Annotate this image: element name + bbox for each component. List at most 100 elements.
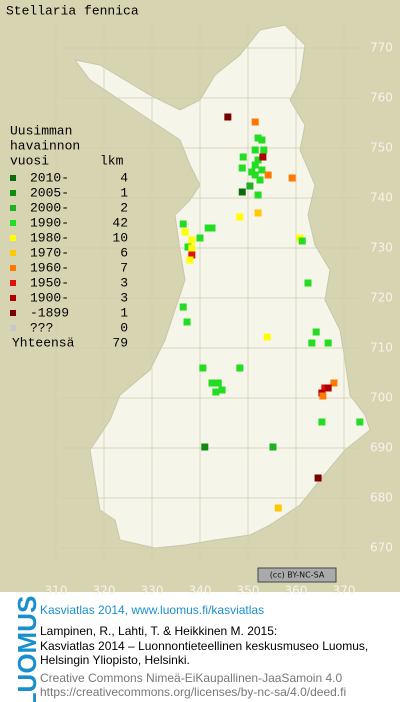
occurrence-square	[318, 418, 326, 426]
y-tick-label: 740	[370, 191, 393, 205]
y-tick-label: 690	[370, 441, 393, 455]
y-tick-label: 710	[370, 341, 393, 355]
x-tick-label: 370	[333, 584, 356, 598]
legend-swatch	[10, 310, 16, 316]
legend-total: 79	[112, 335, 128, 350]
legend-swatch	[10, 280, 16, 286]
occurrence-square	[254, 156, 262, 164]
citation: Lampinen, R., Lahti, T. & Heikkinen M. 2…	[40, 624, 277, 638]
occurrence-square	[258, 166, 266, 174]
occurrence-square	[248, 168, 256, 176]
occurrence-square	[188, 251, 196, 259]
occurrence-square	[236, 364, 244, 372]
occurrence-square	[259, 153, 267, 161]
occurrence-square	[238, 188, 246, 196]
occurrence-square	[330, 379, 338, 387]
y-tick-label: 700	[370, 391, 393, 405]
legend-count: 3	[120, 290, 128, 305]
legend-column: vuosi	[10, 153, 49, 168]
footer-link: Kasviatlas 2014, www.luomus.fi/kasviatla…	[40, 603, 264, 617]
legend-swatch	[10, 250, 16, 256]
occurrence-square	[324, 384, 332, 392]
occurrence-square	[208, 224, 216, 232]
occurrence-square	[260, 146, 268, 154]
legend-total-label: Yhteensä	[12, 335, 75, 350]
license: Creative Commons Nimeä-EiKaupallinen-Jaa…	[40, 671, 342, 685]
legend-swatch	[10, 325, 16, 331]
legend-count: 0	[120, 320, 128, 335]
legend-count: 10	[112, 230, 128, 245]
legend-count: 2	[120, 200, 128, 215]
occurrence-square	[204, 224, 212, 232]
x-tick-label: 330	[141, 584, 164, 598]
legend-swatch	[10, 265, 16, 271]
occurrence-square	[319, 392, 327, 400]
legend-count: 6	[120, 245, 128, 260]
cc-badge-text: (cc) BY-NC-SA	[270, 571, 325, 580]
occurrence-square	[356, 418, 364, 426]
legend-label: ???	[30, 320, 53, 335]
occurrence-square	[308, 339, 316, 347]
legend-count: 42	[112, 215, 128, 230]
y-tick-label: 720	[370, 291, 393, 305]
occurrence-square	[264, 171, 272, 179]
legend-swatch	[10, 190, 16, 196]
y-tick-label: 770	[370, 41, 393, 55]
occurrence-square	[238, 164, 246, 172]
occurrence-square	[269, 443, 277, 451]
license: https://creativecommons.org/licenses/by-…	[40, 685, 346, 699]
occurrence-square	[324, 339, 332, 347]
legend-count: 7	[120, 260, 128, 275]
y-tick-label: 670	[370, 541, 393, 555]
occurrence-square	[183, 318, 191, 326]
occurrence-square	[288, 174, 296, 182]
citation: Kasviatlas 2014 – Luonnontieteellinen ke…	[40, 639, 368, 653]
occurrence-square	[256, 176, 264, 184]
legend-count: 3	[120, 275, 128, 290]
occurrence-square	[214, 379, 222, 387]
legend-heading: havainnon	[10, 138, 80, 153]
occurrence-square	[184, 243, 192, 251]
occurrence-square	[254, 191, 262, 199]
legend-label: 1970-	[30, 245, 69, 260]
legend-count: 1	[120, 305, 128, 320]
occurrence-square	[246, 182, 254, 190]
legend-label: 2005-	[30, 185, 69, 200]
y-tick-label: 680	[370, 491, 393, 505]
legend-swatch	[10, 175, 16, 181]
occurrence-square	[196, 234, 204, 242]
occurrence-square	[188, 244, 196, 252]
occurrence-square	[254, 209, 262, 217]
occurrence-square	[251, 146, 259, 154]
x-tick-label: 320	[93, 584, 116, 598]
occurrence-square	[212, 388, 220, 396]
occurrence-square	[179, 220, 187, 228]
occurrence-square	[304, 279, 312, 287]
occurrence-square	[208, 379, 216, 387]
legend-label: 1950-	[30, 275, 69, 290]
y-tick-label: 750	[370, 141, 393, 155]
legend-swatch	[10, 205, 16, 211]
logo: LUOMUS	[12, 596, 42, 702]
occurrence-square	[298, 237, 306, 245]
legend-column: lkm	[100, 153, 124, 168]
occurrence-square	[239, 153, 247, 161]
occurrence-square	[218, 386, 226, 394]
cc-badge	[257, 567, 337, 583]
occurrence-square	[274, 504, 282, 512]
legend-label: 1980-	[30, 230, 69, 245]
map-title: Stellaria fennica	[6, 3, 139, 18]
occurrence-square	[251, 118, 259, 126]
legend-swatch	[10, 295, 16, 301]
legend-count: 1	[120, 185, 128, 200]
occurrence-square	[258, 136, 266, 144]
occurrence-square	[254, 134, 262, 142]
legend-label: 2010-	[30, 170, 69, 185]
occurrence-square	[181, 228, 189, 236]
occurrence-square	[263, 333, 271, 341]
occurrence-square	[251, 161, 259, 169]
legend-label: -1899	[30, 305, 69, 320]
legend-label: 1960-	[30, 260, 69, 275]
y-tick-label: 760	[370, 91, 393, 105]
